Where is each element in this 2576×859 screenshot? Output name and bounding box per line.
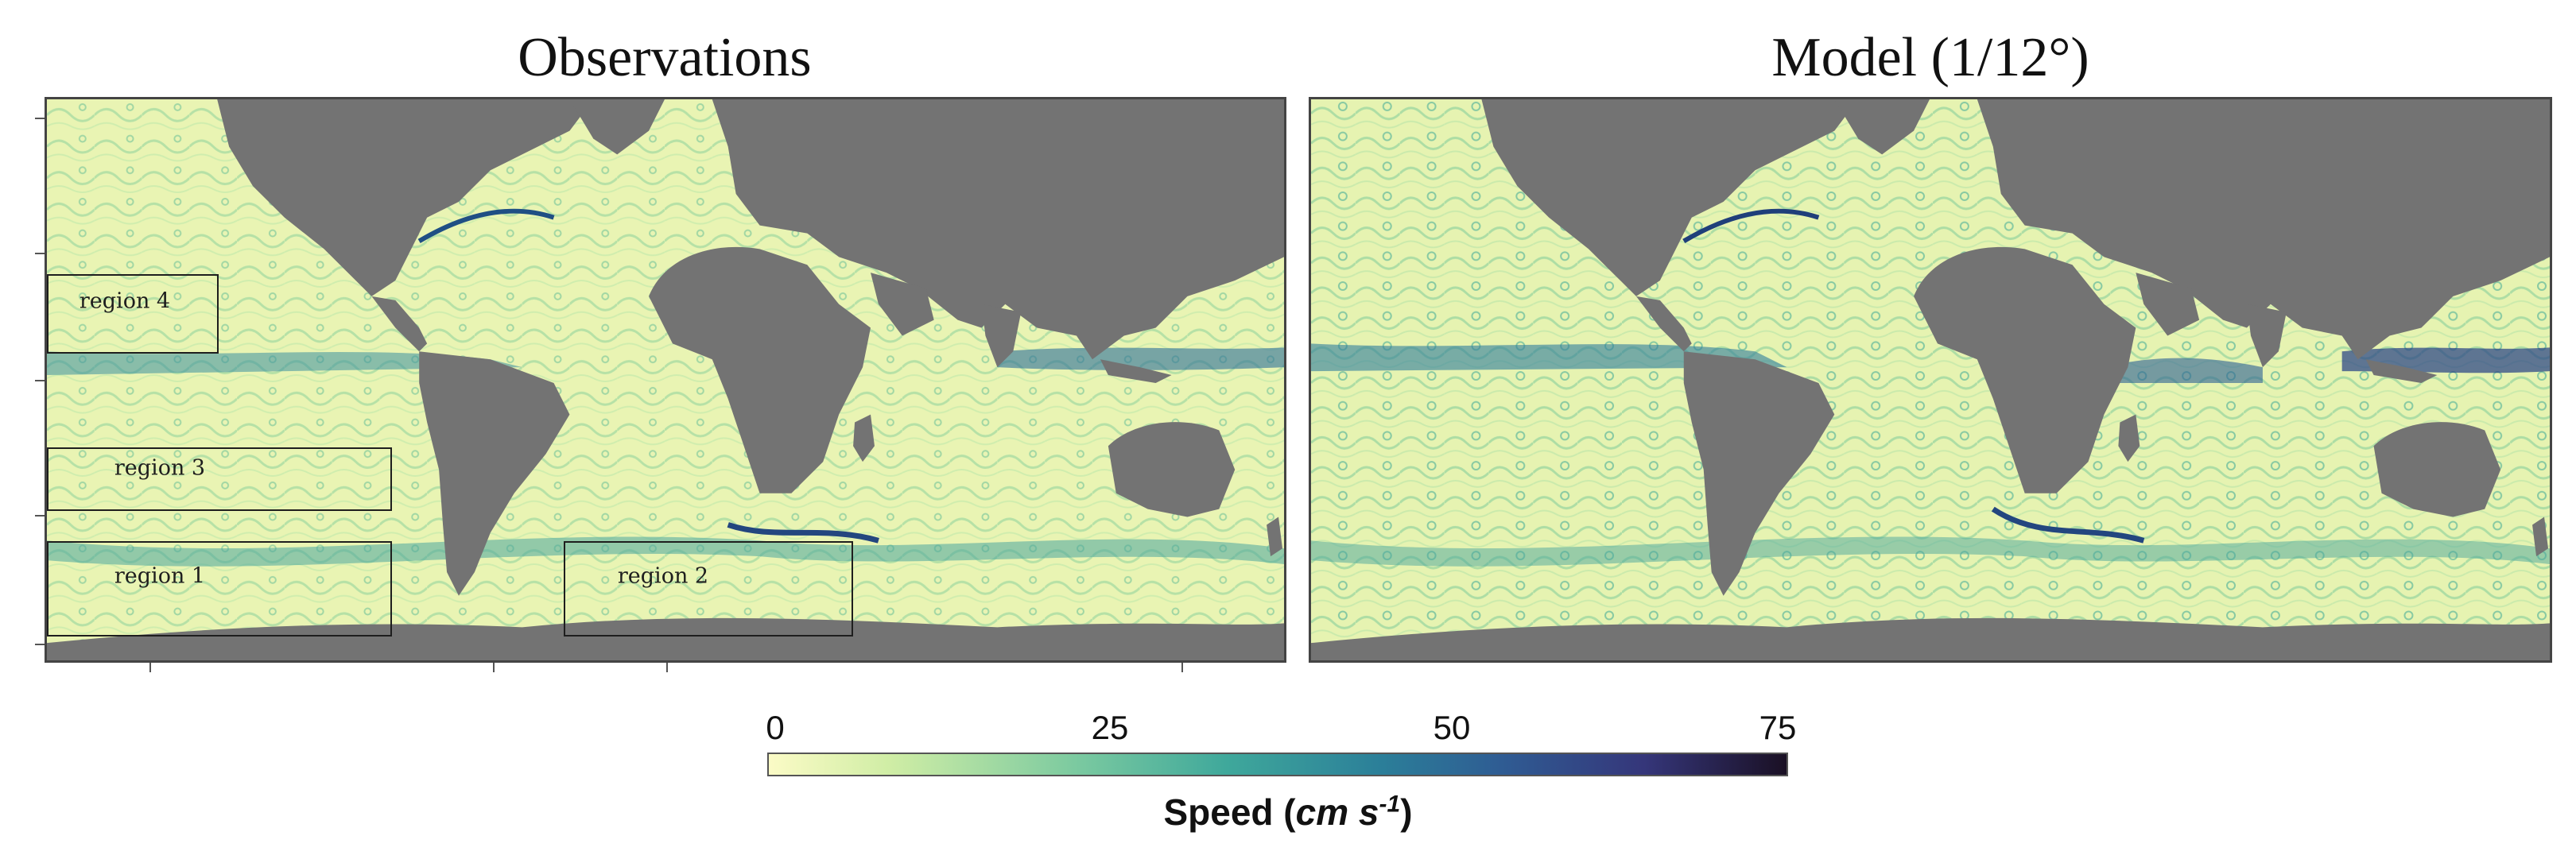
colorbar-label-main: Speed (: [1163, 791, 1296, 833]
observations-map: region 4 region 3 region 1 region 2: [45, 97, 1286, 663]
region-3-box: [47, 447, 392, 511]
y-tick: [35, 118, 45, 119]
colorbar-label-close: ): [1400, 791, 1413, 833]
y-tick: [35, 515, 45, 517]
colorbar-tick-0: 0: [766, 709, 785, 746]
region-4-box: [47, 274, 219, 354]
x-tick: [149, 663, 151, 672]
speed-colorbar: [767, 753, 1788, 776]
colorbar-label-exponent: -1: [1379, 791, 1401, 818]
model-title: Model (1/12°): [1771, 27, 2089, 88]
region-1-label: region 1: [114, 563, 206, 589]
model-map: [1309, 97, 2552, 663]
observations-title: Observations: [518, 27, 812, 88]
y-tick: [35, 380, 45, 381]
x-tick: [666, 663, 668, 672]
region-4-label: region 4: [79, 288, 171, 314]
region-2-label: region 2: [617, 563, 709, 589]
colorbar-tick-75: 75: [1759, 709, 1797, 746]
region-2-box: [564, 541, 853, 637]
colorbar-label: Speed (cm s-1): [0, 791, 2576, 834]
y-tick: [35, 253, 45, 254]
x-tick: [1181, 663, 1183, 672]
colorbar-label-unit: cm s: [1295, 791, 1379, 833]
x-tick: [493, 663, 495, 672]
region-1-box: [47, 541, 392, 637]
colorbar-tick-25: 25: [1091, 709, 1129, 746]
observations-map-graphic: [47, 99, 1284, 660]
region-3-label: region 3: [114, 455, 206, 481]
colorbar-tick-50: 50: [1433, 709, 1471, 746]
y-tick: [35, 644, 45, 645]
model-map-graphic: [1311, 99, 2550, 660]
